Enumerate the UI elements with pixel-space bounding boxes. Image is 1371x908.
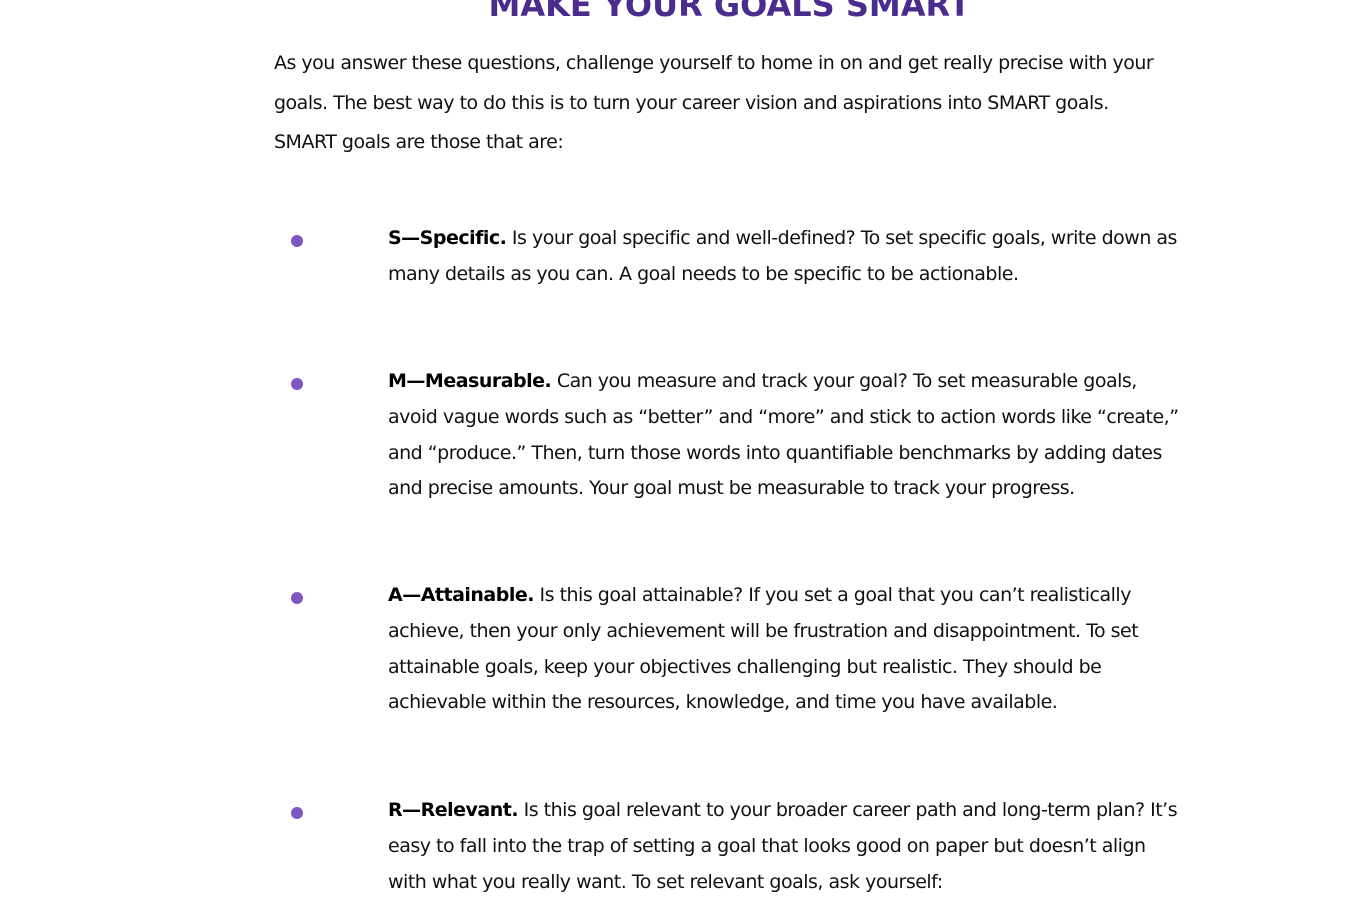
- list-item-body: Is this goal relevant to your broader ca…: [388, 799, 1178, 893]
- list-item-text: M—Measurable. Can you measure and track …: [388, 364, 1188, 507]
- bullet-dot-icon: [291, 592, 303, 604]
- list-item-body: Is your goal specific and well-defined? …: [388, 227, 1177, 285]
- list-item-body: Is this goal attainable? If you set a go…: [388, 584, 1139, 714]
- bullet-dot-icon: [291, 378, 303, 390]
- list-item-text: R—Relevant. Is this goal relevant to you…: [388, 793, 1188, 900]
- list-item-text: A—Attainable. Is this goal attainable? I…: [388, 578, 1188, 721]
- list-item-term: M—Measurable.: [388, 370, 552, 392]
- bullet-dot-icon: [291, 235, 303, 247]
- bullet-dot-icon: [291, 807, 303, 819]
- list-item-term: A—Attainable.: [388, 584, 534, 606]
- list-item-term: R—Relevant.: [388, 799, 519, 821]
- list-item-text: S—Specific. Is your goal specific and we…: [388, 221, 1188, 293]
- list-item-body: Can you measure and track your goal? To …: [388, 370, 1179, 500]
- list-item-term: S—Specific.: [388, 227, 507, 249]
- section-heading: MAKE YOUR GOALS SMART: [488, 0, 971, 24]
- intro-paragraph: As you answer these questions, challenge…: [274, 52, 1154, 153]
